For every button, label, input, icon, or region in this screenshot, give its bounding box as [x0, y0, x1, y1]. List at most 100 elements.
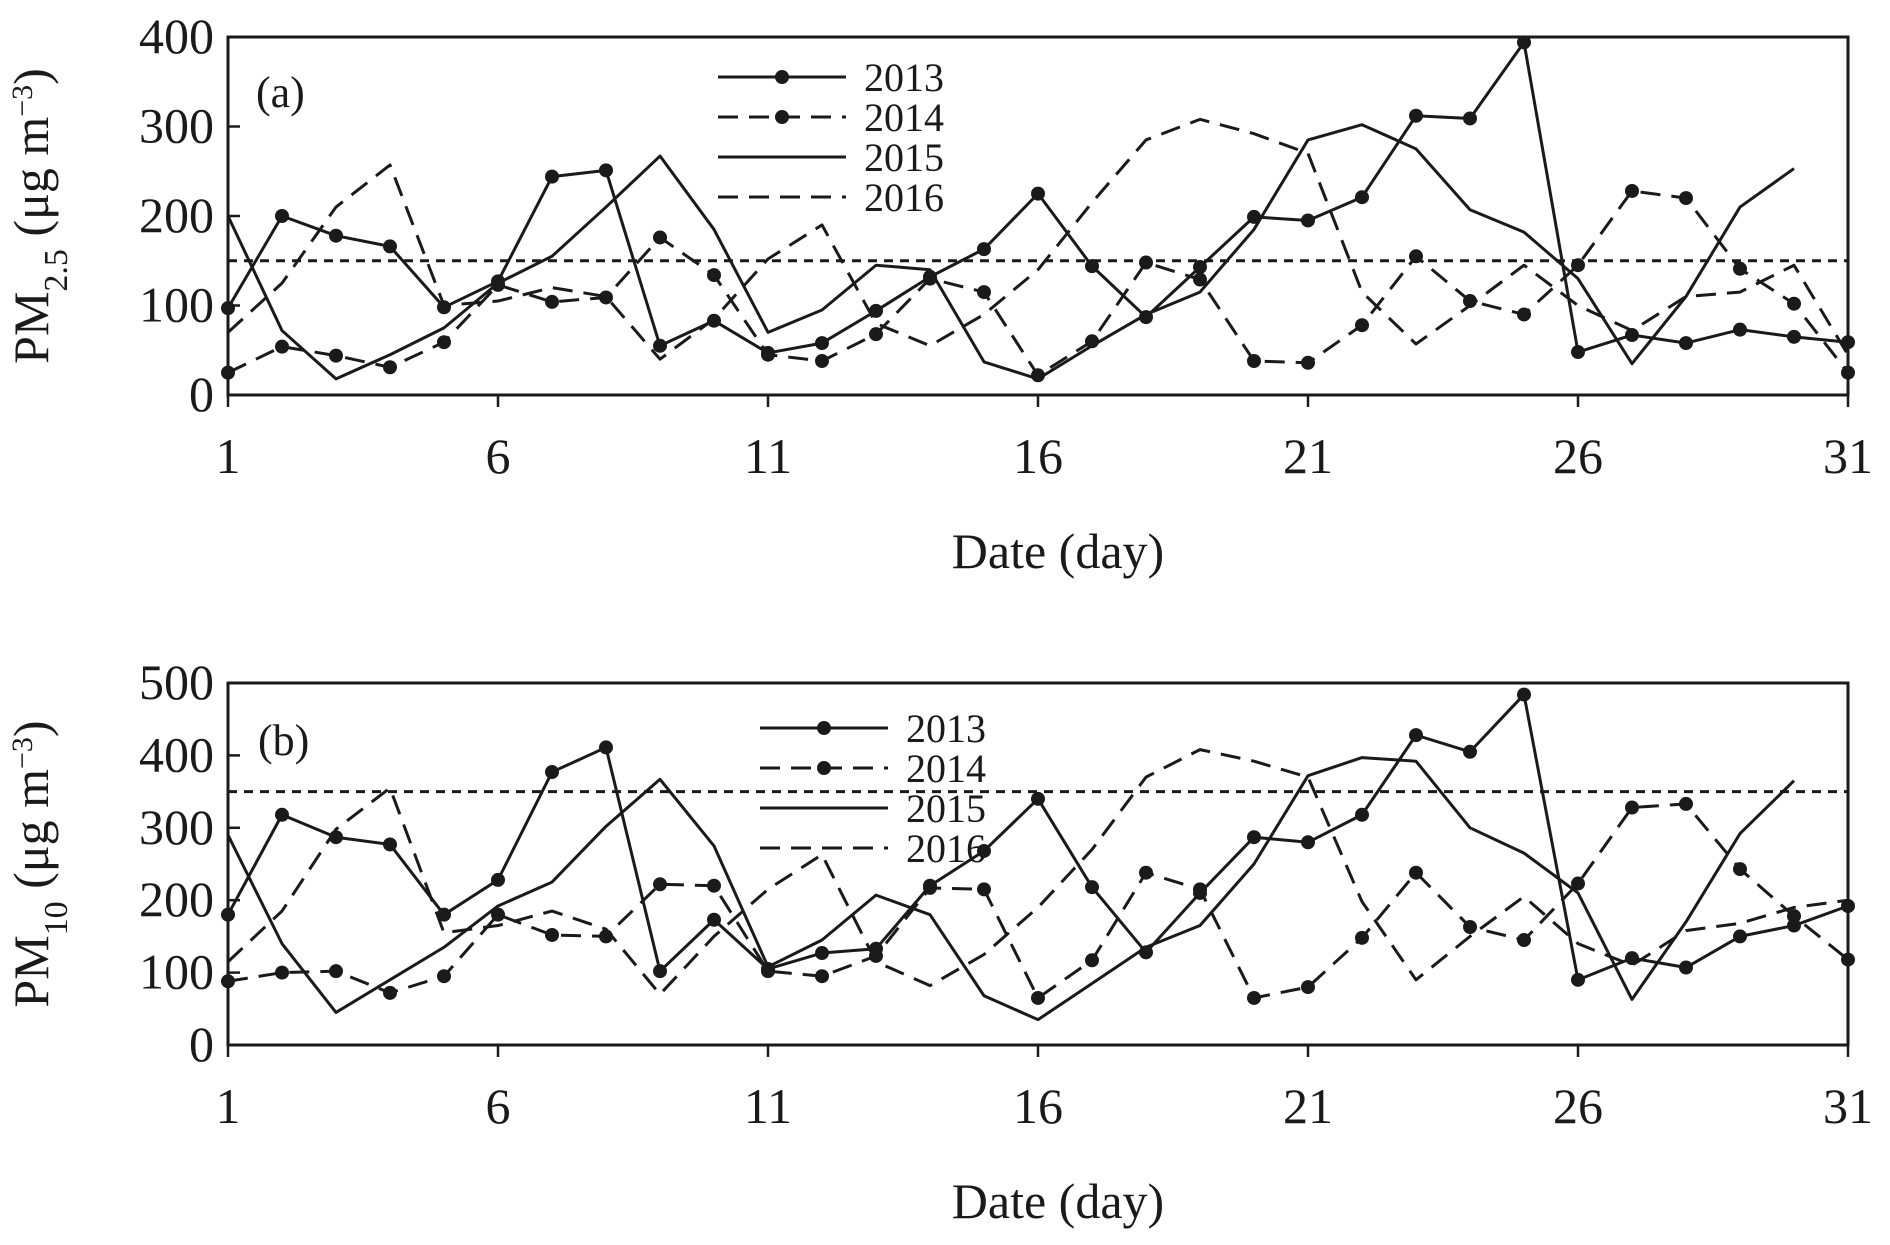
chart2-series-2015 [226, 756, 1796, 1022]
chart2-series-point-2014 [1031, 990, 1045, 1005]
chart1-ylabel-close: ) [3, 68, 59, 85]
chart2-xtick-label: 31 [1823, 1078, 1873, 1134]
chart1-series-line-2015 [226, 123, 1795, 381]
chart2-series-point-2013 [383, 837, 397, 852]
chart2-series-point-2013 [1301, 835, 1315, 850]
chart2-series-point-2013 [1355, 807, 1369, 822]
chart1-xtick-label: 31 [1823, 428, 1873, 484]
chart2-xtick-label: 1 [216, 1078, 241, 1134]
chart2-panel-label: (b) [258, 716, 309, 765]
chart1-series-point-2014 [383, 360, 397, 375]
chart1-series-point-2013 [1085, 259, 1099, 274]
chart2-series-point-2013 [437, 907, 451, 922]
chart1-xtick-label: 11 [744, 428, 792, 484]
chart2-series-point-2014 [383, 985, 397, 1000]
chart1-ytick-label: 400 [139, 8, 214, 64]
chart1-legend-label-2016: 2016 [864, 175, 944, 220]
chart1-xtick-label: 16 [1013, 428, 1063, 484]
chart2-series-point-2014 [1733, 862, 1747, 877]
chart2-series-point-2014 [815, 969, 829, 984]
chart1-series-2014 [221, 183, 1855, 383]
chart1-series-point-2013 [977, 242, 991, 257]
chart2-series-point-2014 [1841, 952, 1855, 967]
chart1-series-point-2013 [275, 209, 289, 223]
chart1-series-point-2014 [1517, 307, 1531, 322]
chart2-series-point-2014 [1517, 933, 1531, 948]
chart2-series-point-2014 [1463, 919, 1477, 934]
chart1-series-point-2014 [1733, 261, 1747, 276]
chart1-series-point-2014 [1409, 249, 1423, 264]
chart2-legend-label-2015: 2015 [906, 786, 986, 831]
chart1-series-point-2013 [1031, 186, 1045, 201]
chart2-series-point-2014 [1085, 953, 1099, 968]
chart1-series-point-2014 [545, 294, 559, 309]
chart2-ytick-label: 500 [139, 654, 214, 710]
chart2-series-point-2013 [599, 740, 613, 755]
chart1-series-point-2013 [1625, 328, 1639, 343]
chart2-series-point-2013 [815, 946, 829, 961]
chart2-series-point-2014 [1355, 930, 1369, 945]
chart1-series-point-2014 [599, 290, 613, 305]
chart2-series-point-2014 [437, 969, 451, 984]
chart2-series-point-2013 [1517, 687, 1531, 702]
chart2-series-line-2013 [226, 693, 1849, 982]
chart2-series-point-2014 [761, 964, 775, 979]
chart1-series-point-2014 [437, 335, 451, 350]
chart2-series-point-2013 [491, 872, 505, 887]
chart2-series-point-2013 [545, 765, 559, 780]
chart1-series-point-2014 [1247, 353, 1261, 368]
chart2-legend-marker-2014 [817, 761, 831, 775]
chart2-series-point-2013 [653, 964, 667, 979]
chart2-xtick-label: 26 [1553, 1078, 1603, 1134]
chart2-xtick-label: 6 [486, 1078, 511, 1134]
chart2-series-point-2013 [221, 907, 235, 922]
chart1-series-point-2013 [221, 301, 235, 316]
chart1-ylabel-base: PM [3, 292, 59, 364]
chart1-series-2015 [226, 123, 1795, 381]
chart2-series-2016 [226, 748, 1849, 996]
chart2-series-2014 [221, 796, 1855, 1005]
chart1-series-point-2013 [653, 338, 667, 353]
chart2-series-point-2014 [1625, 800, 1639, 815]
chart2-series-point-2013 [275, 807, 289, 822]
chart1-xtick-label: 21 [1283, 428, 1333, 484]
chart1-legend-marker-2014 [775, 110, 789, 124]
chart1-series-point-2013 [1463, 111, 1477, 126]
chart2-xtick-label: 21 [1283, 1078, 1333, 1134]
chart1-series-point-2014 [275, 339, 289, 354]
chart1-series-point-2014 [707, 268, 721, 283]
chart2-series-point-2013 [1733, 929, 1747, 944]
chart2-series-point-2014 [1247, 990, 1261, 1005]
chart1-series-point-2014 [1193, 272, 1207, 287]
chart1-series-point-2014 [1625, 183, 1639, 198]
chart1-xtick-label: 26 [1553, 428, 1603, 484]
chart1-series-point-2013 [1679, 336, 1693, 351]
chart2-ytick-label: 0 [189, 1016, 214, 1072]
chart1-series-point-2014 [1139, 255, 1153, 270]
chart2-series-point-2013 [1031, 791, 1045, 806]
chart1-yaxis-title: PM2.5 (μg m−3) [3, 68, 75, 364]
chart1-series-point-2013 [1517, 35, 1531, 50]
chart2-series-point-2014 [221, 974, 235, 989]
chart2-ytick-label: 400 [139, 726, 214, 782]
chart1-ylabel-unit: (μg m [3, 117, 59, 249]
chart2-yaxis-title: PM10 (μg m−3) [3, 720, 75, 1007]
chart1-series-point-2014 [869, 327, 883, 342]
chart2-legend-label-2013: 2013 [906, 706, 986, 751]
chart2-series-point-2013 [1247, 830, 1261, 845]
chart2-series-point-2014 [923, 880, 937, 895]
chart1-series-point-2014 [1571, 258, 1585, 273]
chart2-series-point-2014 [329, 964, 343, 979]
chart1-series-point-2014 [1841, 365, 1855, 380]
chart1-ytick-label: 300 [139, 98, 214, 154]
chart2-ytick-label: 200 [139, 871, 214, 927]
chart1-ylabel-sup: −3 [6, 85, 39, 117]
chart1-ytick-label: 0 [189, 366, 214, 422]
chart1-legend-label-2013: 2013 [864, 55, 944, 100]
chart2-series-point-2014 [1571, 876, 1585, 891]
chart1-series-point-2014 [977, 285, 991, 300]
chart1-plot-frame [226, 35, 1850, 397]
chart1-series-point-2014 [653, 230, 667, 245]
